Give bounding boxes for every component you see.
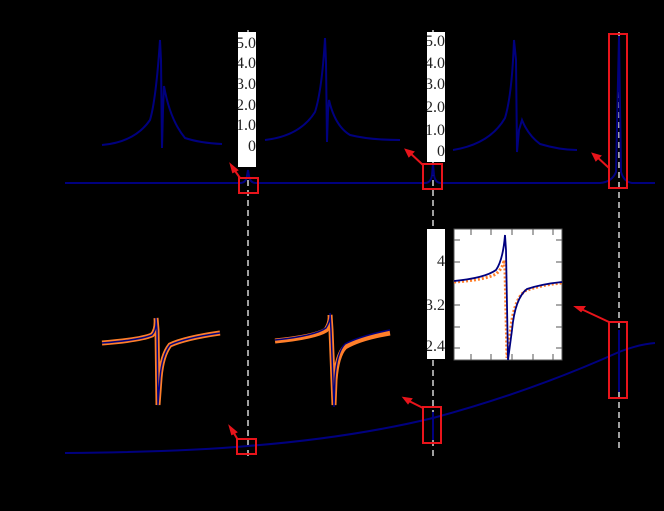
highlight-box-top-3 (608, 33, 628, 189)
tick-label: 0 (248, 138, 256, 155)
highlight-boxes (236, 33, 628, 455)
highlight-box-top-1 (238, 177, 259, 194)
tick-label: 4.0 (427, 55, 445, 72)
tick-label: 5.0 (238, 35, 256, 52)
bottom-inset-3 (453, 228, 563, 361)
top-inset-3 (452, 39, 578, 153)
top-inset-1 (101, 39, 223, 149)
top-inset-2 (264, 37, 401, 143)
arrows (228, 148, 610, 441)
tick-label: 3.0 (427, 76, 445, 93)
highlight-box-bottom-2 (422, 406, 442, 444)
bottom-inset-2 (274, 312, 391, 408)
highlight-box-top-2 (422, 163, 443, 190)
highlight-box-bottom-3 (608, 321, 628, 399)
tick-label: 5.0 (427, 33, 445, 50)
tick-label: 0 (437, 143, 445, 160)
tick-label: 3.0 (238, 76, 256, 93)
tick-label: 1.0 (427, 122, 445, 139)
bottom-dispersion (64, 330, 656, 454)
tick-label: 2.0 (427, 99, 445, 116)
tick-label: 2.0 (238, 97, 256, 114)
top-inset-2-ticks: 5.0 4.0 3.0 2.0 1.0 0 (427, 32, 445, 162)
tick-label: 4.0 (238, 55, 256, 72)
top-inset-1-ticks: 5.0 4.0 3.0 2.0 1.0 0 (238, 32, 256, 167)
bottom-inset-1 (101, 317, 221, 406)
bottom-inset-3-ticks: 4 3.2 2.4 (427, 229, 445, 359)
tick-label: 4 (437, 253, 445, 270)
tick-label: 2.4 (427, 338, 445, 355)
tick-label: 3.2 (427, 297, 445, 314)
tick-label: 1.0 (238, 117, 256, 134)
highlight-box-bottom-1 (236, 438, 257, 455)
